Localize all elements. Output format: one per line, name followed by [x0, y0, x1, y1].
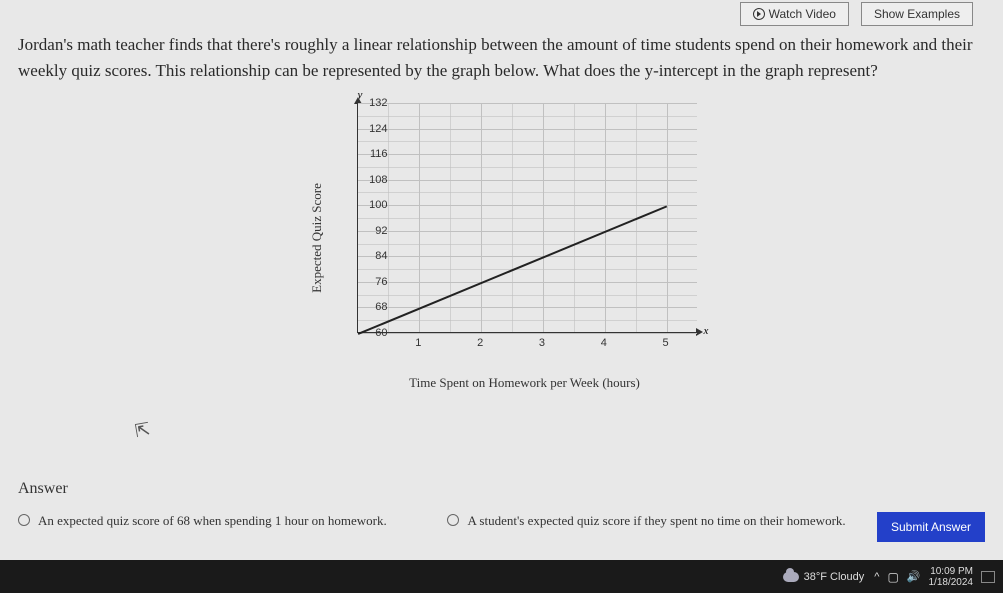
x-tick-label: 2 [477, 337, 483, 349]
gridline-v [419, 103, 420, 332]
gridline-h [358, 256, 697, 257]
play-icon [753, 8, 765, 20]
submit-answer-button[interactable]: Submit Answer [877, 512, 985, 542]
gridline-v [543, 103, 544, 332]
y-tick-label: 108 [369, 174, 387, 186]
weather-text: 38°F Cloudy [804, 571, 865, 583]
gridline-h-minor [358, 192, 697, 193]
notification-icon[interactable] [981, 571, 995, 583]
gridline-v-minor [512, 103, 513, 332]
gridline-h [358, 205, 697, 206]
clock-time: 10:09 PM [929, 566, 974, 577]
radio-2[interactable] [447, 514, 459, 526]
gridline-h [358, 333, 697, 334]
option-2-text: A student's expected quiz score if they … [467, 512, 845, 530]
gridline-v-minor [574, 103, 575, 332]
gridline-h [358, 103, 697, 104]
cloud-icon [783, 572, 799, 582]
answer-row: An expected quiz score of 68 when spendi… [18, 512, 985, 542]
option-1-text: An expected quiz score of 68 when spendi… [38, 512, 387, 530]
y-tick-label: 60 [375, 327, 387, 339]
cursor-icon: ⇱ [133, 419, 152, 442]
gridline-h-minor [358, 269, 697, 270]
gridline-h [358, 282, 697, 283]
gridline-h-minor [358, 218, 697, 219]
x-letter: x [704, 325, 709, 337]
content-area: Watch Video Show Examples Jordan's math … [0, 0, 1003, 560]
y-tick-label: 68 [375, 301, 387, 313]
y-tick-label: 100 [369, 199, 387, 211]
answer-heading: Answer [18, 480, 985, 498]
gridline-h-minor [358, 320, 697, 321]
gridline-h-minor [358, 116, 697, 117]
gridline-v [605, 103, 606, 332]
system-tray: ^ ▢ 🔊 10:09 PM 1/18/2024 [874, 566, 995, 588]
option-2: A student's expected quiz score if they … [447, 512, 856, 530]
y-tick-label: 84 [375, 250, 387, 262]
gridline-v-minor [388, 103, 389, 332]
x-axis-label: Time Spent on Homework per Week (hours) [409, 375, 640, 391]
y-tick-label: 132 [369, 97, 387, 109]
answer-section: Answer An expected quiz score of 68 when… [18, 480, 985, 542]
option-1: An expected quiz score of 68 when spendi… [18, 512, 427, 530]
clock[interactable]: 10:09 PM 1/18/2024 [929, 566, 974, 588]
top-button-row: Watch Video Show Examples [740, 2, 973, 26]
gridline-v [481, 103, 482, 332]
x-tick-label: 3 [539, 337, 545, 349]
watch-video-label: Watch Video [769, 7, 836, 21]
y-tick-label: 124 [369, 123, 387, 135]
show-examples-button[interactable]: Show Examples [861, 2, 973, 26]
gridline-h [358, 129, 697, 130]
sound-icon[interactable]: 🔊 [907, 570, 921, 583]
radio-1[interactable] [18, 514, 30, 526]
x-tick-label: 1 [415, 337, 421, 349]
gridline-v [667, 103, 668, 332]
plot-area [357, 103, 697, 333]
watch-video-button[interactable]: Watch Video [740, 2, 849, 26]
taskbar: 38°F Cloudy ^ ▢ 🔊 10:09 PM 1/18/2024 [0, 560, 1003, 593]
chart-container: Expected Quiz Score Time Spent on Homewo… [18, 93, 985, 383]
x-arrow-icon [696, 328, 703, 336]
gridline-h [358, 231, 697, 232]
gridline-h-minor [358, 295, 697, 296]
gridline-v-minor [450, 103, 451, 332]
tray-caret-icon[interactable]: ^ [874, 571, 879, 583]
y-axis-label: Expected Quiz Score [308, 183, 324, 293]
gridline-h-minor [358, 167, 697, 168]
y-tick-label: 76 [375, 276, 387, 288]
weather-widget[interactable]: 38°F Cloudy [783, 571, 865, 583]
show-examples-label: Show Examples [874, 7, 960, 21]
gridline-h [358, 307, 697, 308]
gridline-h-minor [358, 244, 697, 245]
gridline-h [358, 180, 697, 181]
clock-date: 1/18/2024 [929, 577, 974, 588]
chat-icon[interactable]: ▢ [887, 570, 898, 584]
line-chart: Expected Quiz Score Time Spent on Homewo… [272, 93, 732, 383]
x-tick-label: 5 [663, 337, 669, 349]
gridline-h [358, 154, 697, 155]
x-tick-label: 4 [601, 337, 607, 349]
y-tick-label: 92 [375, 225, 387, 237]
y-tick-label: 116 [370, 148, 388, 160]
gridline-h-minor [358, 141, 697, 142]
